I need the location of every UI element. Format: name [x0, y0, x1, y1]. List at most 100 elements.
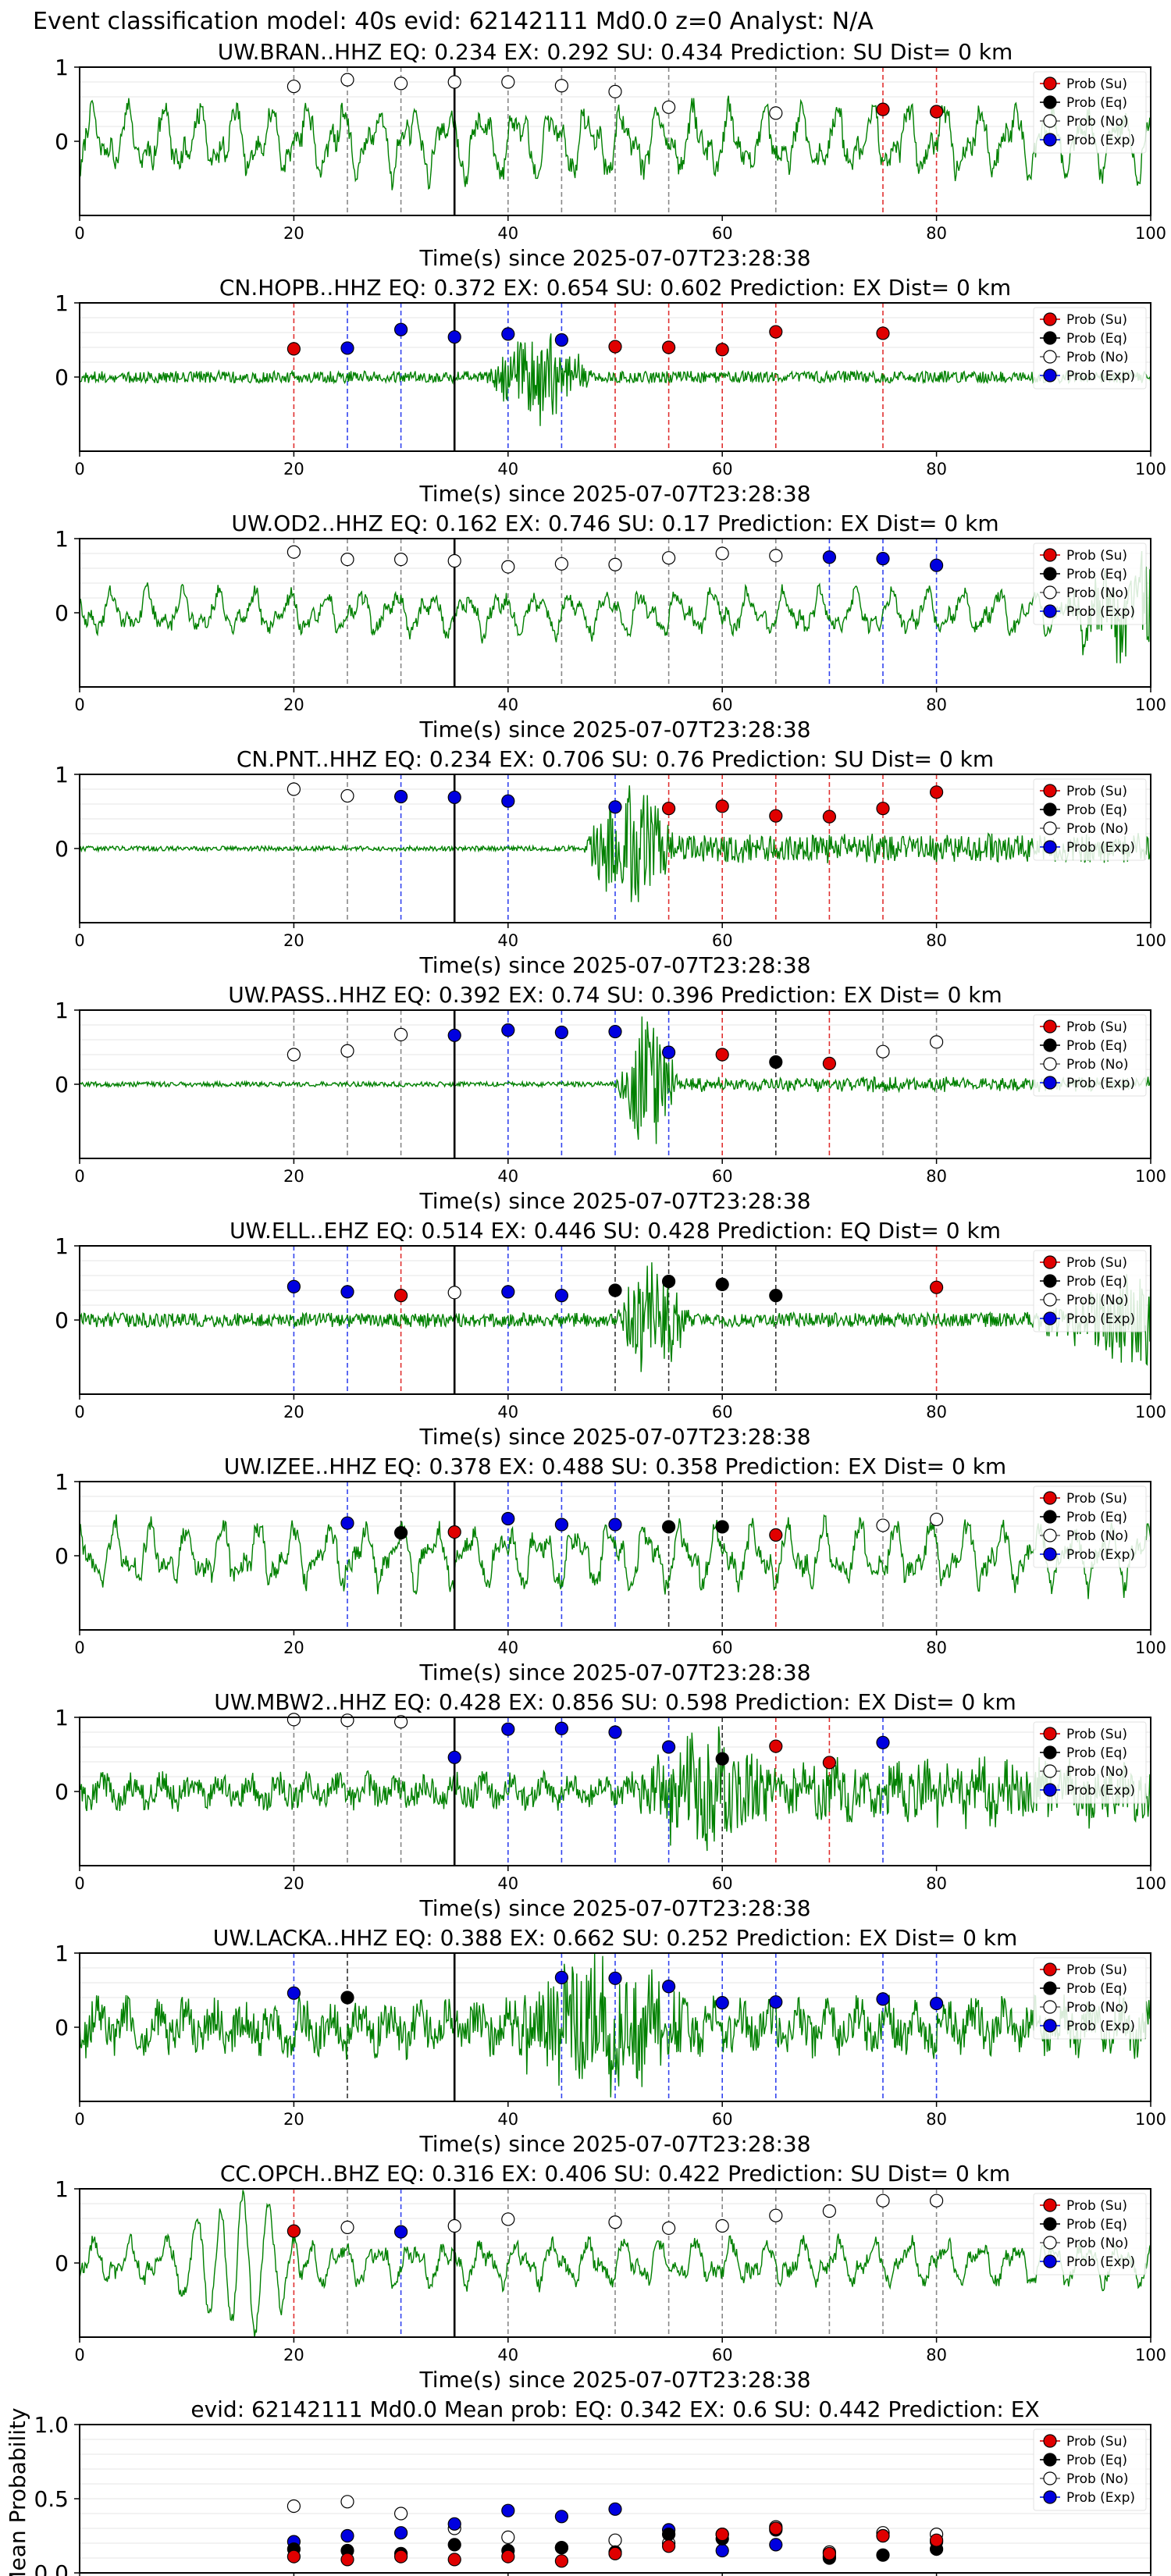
- x-tick-label: 0: [74, 1403, 84, 1421]
- legend-label: Prob (Eq): [1066, 1038, 1127, 1054]
- legend-marker: [1043, 821, 1057, 835]
- prob-point-su: [822, 1056, 837, 1071]
- prob-point-su: [822, 1756, 837, 1770]
- legend-label: Prob (No): [1066, 2471, 1129, 2487]
- prob-point-ex: [661, 1045, 676, 1059]
- waveform-trace: [79, 1262, 1151, 1372]
- prob-point-ex: [554, 333, 569, 347]
- legend-marker: [1043, 1255, 1057, 1269]
- mean-point-no: [393, 2507, 408, 2521]
- y-tick-label: 1: [55, 526, 69, 552]
- panel-title: UW.MBW2..HHZ EQ: 0.428 EX: 0.856 SU: 0.5…: [214, 1689, 1016, 1715]
- y-tick-label: 0: [55, 600, 69, 626]
- legend-label: Prob (No): [1066, 1764, 1129, 1780]
- legend-label: Prob (No): [1066, 350, 1129, 365]
- prob-point-ex: [929, 558, 944, 572]
- mean-point-ex: [769, 2538, 783, 2552]
- legend-marker: [1043, 1727, 1057, 1741]
- legend-label: Prob (Exp): [1066, 2019, 1135, 2034]
- waveform-trace: [79, 785, 1151, 902]
- waveform-trace: [79, 1726, 1151, 1852]
- x-tick-label: 20: [283, 460, 304, 479]
- x-tick-label: 100: [1135, 696, 1166, 714]
- prob-point-ex: [340, 1516, 354, 1530]
- legend-label: Prob (Su): [1066, 1491, 1127, 1507]
- x-tick-label: 20: [283, 1638, 304, 1657]
- x-axis-label: Time(s) since 2025-07-07T23:28:38: [418, 1660, 810, 1685]
- prob-point-su: [929, 785, 944, 799]
- prob-point-no: [393, 1715, 408, 1729]
- prob-point-su: [287, 342, 301, 356]
- legend-marker: [1043, 1057, 1057, 1071]
- prob-point-no: [287, 545, 301, 559]
- x-tick-label: 60: [712, 931, 733, 950]
- chart-panel-5: UW.ELL..EHZ EQ: 0.514 EX: 0.446 SU: 0.42…: [55, 1218, 1166, 1450]
- prob-point-eq: [715, 1277, 729, 1292]
- prob-point-ex: [501, 1023, 515, 1037]
- x-tick-label: 100: [1135, 1874, 1166, 1893]
- prob-point-no: [876, 1044, 890, 1059]
- prob-point-ex: [608, 1725, 622, 1739]
- prob-point-eq: [661, 1274, 676, 1289]
- legend-marker: [1043, 2000, 1057, 2014]
- legend-label: Prob (Su): [1066, 76, 1127, 92]
- x-tick-label: 0: [74, 1638, 84, 1657]
- legend-box: [1033, 1485, 1147, 1568]
- prob-point-ex: [287, 1986, 301, 2000]
- prob-point-no: [447, 75, 461, 89]
- x-tick-label: 40: [497, 1403, 518, 1421]
- prob-point-no: [447, 2218, 461, 2233]
- legend-label: Prob (Exp): [1066, 1547, 1135, 1563]
- legend-label: Prob (Exp): [1066, 1076, 1135, 1091]
- x-tick-label: 80: [926, 1638, 947, 1657]
- prob-point-su: [608, 340, 622, 354]
- mean-point-su: [608, 2546, 622, 2560]
- prob-point-no: [501, 2212, 515, 2226]
- y-tick-label: 0: [55, 1779, 69, 1805]
- panel-title: UW.OD2..HHZ EQ: 0.162 EX: 0.746 SU: 0.17…: [231, 511, 998, 536]
- prob-point-ex: [608, 1024, 622, 1039]
- x-tick-label: 0: [74, 460, 84, 479]
- chart-panel-10: evid: 62142111 Md0.0 Mean prob: EQ: 0.34…: [5, 2396, 1151, 2576]
- prob-point-ex: [929, 1997, 944, 2011]
- legend-marker: [1043, 585, 1057, 600]
- prob-point-su: [822, 809, 837, 824]
- chart-panel-9: CC.OPCH..BHZ EQ: 0.316 EX: 0.406 SU: 0.4…: [55, 2161, 1166, 2393]
- prob-point-ex: [608, 1971, 622, 1985]
- prob-point-ex: [447, 1028, 461, 1042]
- x-tick-label: 20: [283, 1403, 304, 1421]
- y-tick-label: 1: [55, 1233, 69, 1259]
- legend-label: Prob (Eq): [1066, 1981, 1127, 1997]
- panel-title: UW.PASS..HHZ EQ: 0.392 EX: 0.74 SU: 0.39…: [228, 982, 1002, 1008]
- legend-label: Prob (No): [1066, 1293, 1129, 1308]
- y-tick-label: 1: [55, 1941, 69, 1966]
- prob-point-no: [501, 75, 515, 89]
- y-tick-label: 1: [55, 1469, 69, 1495]
- prob-point-no: [769, 549, 783, 563]
- panel-title: UW.IZEE..HHZ EQ: 0.378 EX: 0.488 SU: 0.3…: [224, 1453, 1006, 1479]
- x-tick-label: 60: [712, 1403, 733, 1421]
- mean-point-su: [554, 2554, 569, 2568]
- legend-marker: [1043, 1293, 1057, 1307]
- prob-point-su: [287, 2224, 301, 2238]
- prob-point-su: [715, 1048, 729, 1062]
- legend-label: Prob (Eq): [1066, 331, 1127, 347]
- x-tick-label: 20: [283, 1167, 304, 1186]
- prob-point-ex: [876, 1735, 890, 1749]
- x-axis-label: Time(s) since 2025-07-07T23:28:38: [418, 717, 810, 742]
- prob-point-no: [447, 553, 461, 568]
- mean-point-su: [929, 2533, 944, 2547]
- prob-point-ex: [447, 1750, 461, 1764]
- mean-point-no: [501, 2530, 515, 2544]
- legend-label: Prob (Eq): [1066, 2217, 1127, 2233]
- prob-point-no: [715, 546, 729, 560]
- legend-marker: [1043, 840, 1057, 854]
- legend-box: [1033, 2428, 1147, 2511]
- mean-point-eq: [661, 2528, 676, 2542]
- mean-point-su: [715, 2528, 729, 2542]
- prob-point-no: [554, 79, 569, 93]
- mean-point-eq: [554, 2541, 569, 2555]
- x-axis-label: Time(s) since 2025-07-07T23:28:38: [418, 2131, 810, 2157]
- legend-label: Prob (No): [1066, 2000, 1129, 2016]
- legend-marker: [1043, 1491, 1057, 1505]
